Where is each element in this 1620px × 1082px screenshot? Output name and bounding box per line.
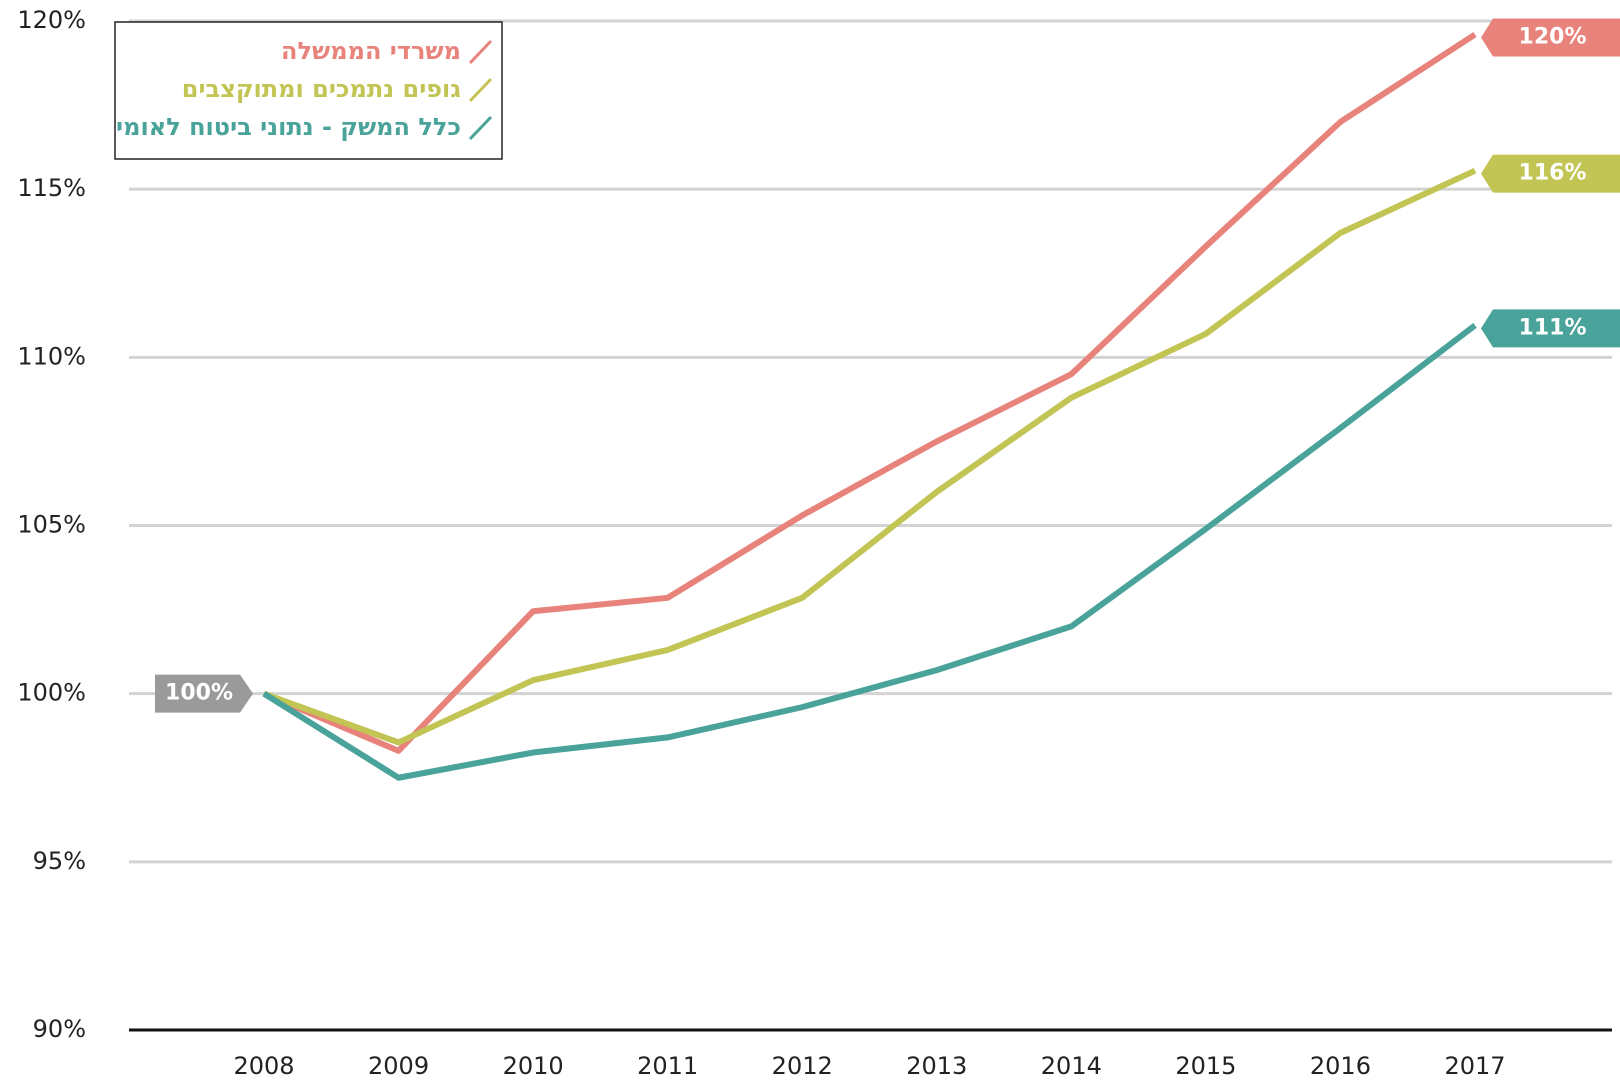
- y-tick-label: 115%: [17, 174, 86, 202]
- series-line: [262, 167, 1477, 746]
- legend: משרדי הממשלה גופים נתמכים ומתוקצבים כלל המ…: [114, 21, 503, 160]
- legend-swatch: [468, 77, 493, 103]
- y-tick-label: 100%: [17, 679, 86, 707]
- legend-swatch: [468, 115, 493, 141]
- end-label-tag: [1481, 154, 1620, 193]
- series-line: [262, 31, 1477, 754]
- legend-label: כלל המשק - נתוני ביטוח לאומי: [116, 113, 461, 141]
- x-tick-label: 2013: [906, 1052, 967, 1080]
- y-tick-label: 90%: [33, 1015, 86, 1043]
- x-tick-label: 2015: [1175, 1052, 1236, 1080]
- start-label: 100%: [165, 681, 233, 706]
- start-label-tag: [155, 674, 253, 713]
- legend-label: גופים נתמכים ומתוקצבים: [182, 75, 462, 103]
- x-tick-label: 2014: [1041, 1052, 1102, 1080]
- end-label-tag: [1481, 309, 1620, 348]
- x-tick-label: 2016: [1310, 1052, 1371, 1080]
- legend-label: משרדי הממשלה: [281, 37, 461, 65]
- x-tick-label: 2017: [1444, 1052, 1505, 1080]
- y-tick-label: 95%: [33, 847, 86, 875]
- end-label-tag: [1481, 18, 1620, 57]
- x-tick-label: 2008: [233, 1052, 294, 1080]
- y-tick-label: 105%: [17, 511, 86, 539]
- end-label: 120%: [1519, 24, 1587, 49]
- legend-swatch: [468, 39, 493, 65]
- legend-box: [114, 21, 503, 160]
- x-tick-label: 2009: [368, 1052, 429, 1080]
- y-tick-label: 120%: [17, 6, 86, 34]
- series-line: [262, 322, 1477, 781]
- end-label: 116%: [1519, 161, 1587, 186]
- y-tick-label: 110%: [17, 342, 86, 370]
- x-tick-label: 2010: [503, 1052, 564, 1080]
- end-label: 111%: [1519, 315, 1587, 340]
- x-tick-label: 2012: [772, 1052, 833, 1080]
- x-tick-label: 2011: [637, 1052, 698, 1080]
